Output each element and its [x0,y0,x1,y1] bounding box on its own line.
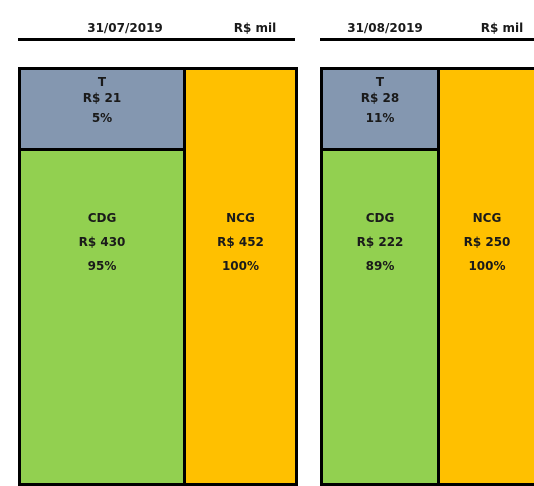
value: R$ 430 [78,235,126,249]
date: 31/07/2019 [87,21,163,35]
ncg-block: NCG R$ 452 100% [186,67,298,486]
label: NCG [472,211,502,225]
value: R$ 222 [356,235,404,249]
unit: R$ mil [480,21,524,35]
label: CDG [87,211,117,225]
percent: 5% [91,111,113,125]
date: 31/08/2019 [347,21,423,35]
value: R$ 28 [360,91,400,105]
cdg-block: CDG R$ 222 89% [320,151,440,486]
percent: 11% [365,111,395,125]
header-rule [320,38,534,41]
percent: 100% [468,259,506,273]
percent: 89% [365,259,395,273]
ncg-block: NCG R$ 250 100% [440,67,534,486]
percent: 100% [221,259,260,273]
value: R$ 21 [82,91,122,105]
cdg-block: CDG R$ 430 95% [18,151,186,486]
label: CDG [365,211,395,225]
t-block: T R$ 21 5% [18,67,186,151]
label: T [375,75,385,89]
label: T [97,75,107,89]
value: R$ 452 [217,235,264,249]
header-rule [18,38,295,41]
t-block: T R$ 28 11% [320,67,440,151]
percent: 95% [87,259,117,273]
label: NCG [226,211,255,225]
value: R$ 250 [463,235,511,249]
unit: R$ mil [233,21,277,35]
